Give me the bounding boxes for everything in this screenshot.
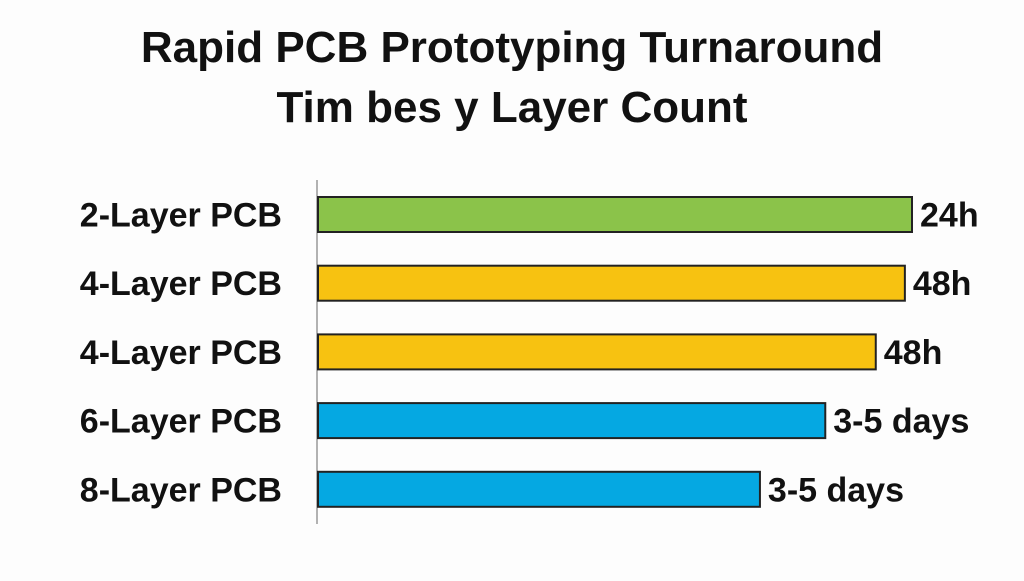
category-label: 4-Layer PCB — [80, 334, 282, 372]
bar — [317, 470, 761, 508]
data-label: 48h — [884, 334, 943, 372]
data-label: 48h — [913, 265, 972, 303]
bar — [317, 402, 827, 440]
bar — [317, 196, 913, 233]
category-label: 6-Layer PCB — [80, 403, 282, 441]
bar — [317, 333, 877, 371]
data-label: 3-5 days — [768, 471, 904, 509]
category-label: 2-Layer PCB — [80, 197, 282, 235]
category-label: 8-Layer PCB — [80, 471, 282, 509]
chart-title-line-2: Tim bes y Layer Count — [276, 83, 747, 132]
category-label: 4-Layer PCB — [80, 265, 282, 303]
chart-title-line-1: Rapid PCB Prototyping Turnaround — [141, 23, 883, 72]
data-label: 24h — [920, 197, 979, 235]
bar — [317, 264, 906, 302]
data-label: 3-5 days — [833, 403, 969, 441]
